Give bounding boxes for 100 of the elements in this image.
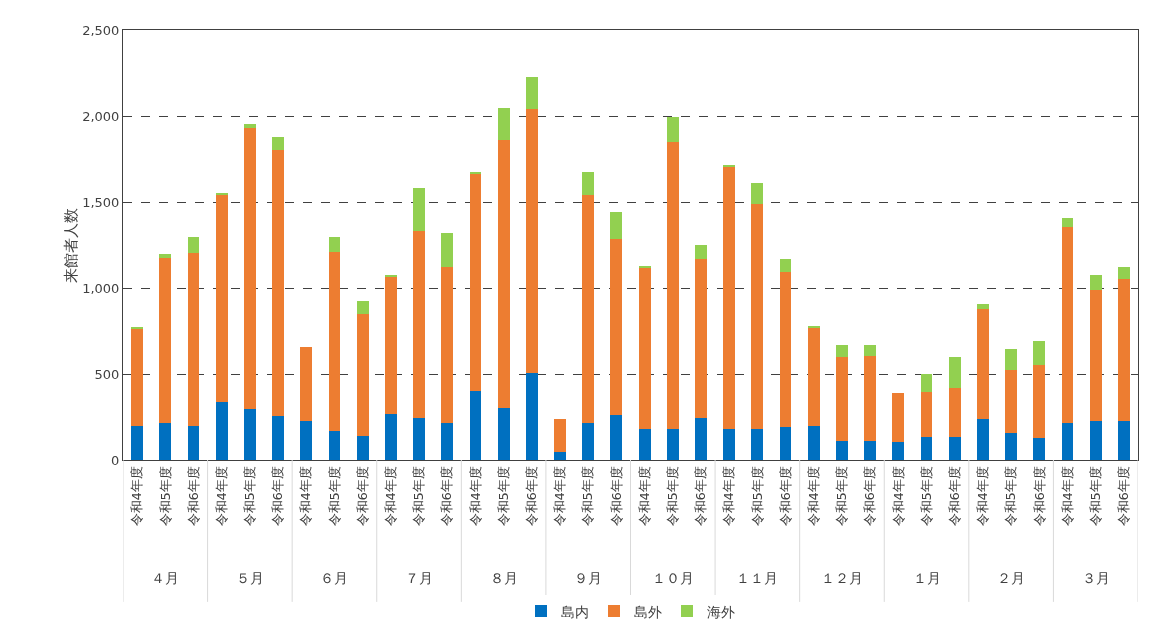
bar bbox=[695, 259, 707, 418]
x-tick-label: 令和4年度 bbox=[383, 466, 399, 527]
bar bbox=[1033, 364, 1046, 439]
bar bbox=[441, 233, 454, 267]
bar bbox=[159, 422, 172, 460]
bar bbox=[977, 308, 989, 419]
bar bbox=[666, 428, 679, 460]
bar bbox=[638, 428, 651, 460]
bar bbox=[695, 417, 707, 460]
bar bbox=[582, 172, 595, 195]
x-tick-label: 令和5年度 bbox=[834, 466, 850, 527]
bar bbox=[1033, 340, 1046, 365]
y-tick-label: 500 bbox=[94, 366, 120, 382]
text: ５月 bbox=[236, 570, 264, 586]
x-tick-label: 令和6年度 bbox=[1116, 466, 1132, 527]
x-tick-label: 令和6年度 bbox=[270, 466, 286, 527]
bar bbox=[723, 166, 736, 429]
bar bbox=[300, 346, 313, 422]
bar bbox=[384, 274, 397, 277]
bar bbox=[836, 440, 848, 460]
bar bbox=[666, 142, 679, 429]
bar bbox=[948, 437, 961, 460]
text: １２月 bbox=[821, 570, 863, 586]
bar bbox=[892, 392, 905, 443]
bar bbox=[243, 123, 256, 129]
bar bbox=[187, 253, 200, 427]
text: ８月 bbox=[490, 570, 518, 586]
bar bbox=[1061, 218, 1074, 227]
x-tick-label: 令和6年度 bbox=[693, 466, 709, 527]
bar bbox=[159, 258, 172, 423]
y-axis-title: 来館者人数 bbox=[62, 207, 81, 283]
bar bbox=[920, 374, 933, 392]
x-tick-label: 令和4年度 bbox=[721, 466, 737, 527]
text: ９月 bbox=[574, 570, 602, 586]
bar bbox=[554, 418, 566, 452]
text: ４月 bbox=[151, 570, 179, 586]
y-tick-label: 2,000 bbox=[82, 108, 120, 124]
x-tick-label: 令和6年度 bbox=[608, 466, 624, 527]
x-tick-label: 令和5年度 bbox=[1003, 466, 1019, 527]
bar bbox=[1061, 423, 1074, 460]
text: ６月 bbox=[320, 570, 348, 586]
x-tick-label: 令和4年度 bbox=[129, 466, 145, 527]
bar bbox=[723, 428, 736, 460]
x-tick-label: 令和4年度 bbox=[552, 466, 568, 527]
text: １月 bbox=[913, 570, 941, 586]
x-tick-label: 令和4年度 bbox=[975, 466, 991, 527]
x-tick-label: 令和6年度 bbox=[354, 466, 370, 527]
x-tick-label: 令和5年度 bbox=[1087, 466, 1103, 527]
bar bbox=[610, 239, 623, 415]
bar bbox=[977, 303, 989, 309]
x-tick-label: 令和4年度 bbox=[890, 466, 906, 527]
x-tick-label: 令和4年度 bbox=[1059, 466, 1075, 527]
bar bbox=[582, 423, 595, 460]
bar bbox=[1005, 433, 1018, 460]
bar bbox=[413, 417, 425, 460]
text: ７月 bbox=[405, 570, 433, 586]
x-tick-label: 令和5年度 bbox=[580, 466, 596, 527]
bar bbox=[272, 149, 284, 417]
bar bbox=[751, 182, 764, 205]
x-tick-label: 令和4年度 bbox=[298, 466, 314, 527]
bar bbox=[1061, 226, 1074, 424]
bar bbox=[864, 344, 877, 356]
bar bbox=[356, 313, 369, 436]
x-tick-label: 令和5年度 bbox=[157, 466, 173, 527]
bar bbox=[356, 301, 369, 314]
bar bbox=[554, 451, 566, 460]
bar bbox=[328, 430, 341, 460]
bar bbox=[1005, 349, 1018, 371]
bar bbox=[807, 327, 820, 427]
bar bbox=[328, 251, 341, 431]
bar bbox=[666, 117, 679, 143]
x-tick-label: 令和5年度 bbox=[242, 466, 258, 527]
bar bbox=[469, 391, 482, 460]
bar bbox=[977, 418, 989, 460]
text: １１月 bbox=[736, 570, 778, 586]
text: ３月 bbox=[1082, 570, 1110, 586]
bar bbox=[469, 173, 482, 392]
bar bbox=[215, 401, 228, 460]
bar bbox=[779, 427, 792, 460]
bar bbox=[751, 204, 764, 429]
bar bbox=[638, 267, 651, 429]
bar bbox=[441, 423, 454, 460]
x-tick-label: 令和5年度 bbox=[326, 466, 342, 527]
bar bbox=[920, 391, 933, 438]
bar bbox=[779, 259, 792, 272]
x-tick-label: 令和6年度 bbox=[185, 466, 201, 527]
bar bbox=[1089, 274, 1102, 291]
x-tick-label: 令和6年度 bbox=[524, 466, 540, 527]
bar bbox=[497, 408, 510, 460]
bar bbox=[243, 408, 256, 460]
bar bbox=[525, 372, 538, 460]
bar bbox=[779, 271, 792, 428]
y-tick-label: 1,500 bbox=[82, 194, 120, 210]
bar bbox=[1117, 421, 1130, 460]
bar bbox=[836, 356, 848, 441]
bar bbox=[497, 140, 510, 409]
bar bbox=[384, 413, 397, 460]
bar bbox=[187, 426, 200, 460]
bar bbox=[497, 107, 510, 141]
bar bbox=[187, 237, 200, 254]
